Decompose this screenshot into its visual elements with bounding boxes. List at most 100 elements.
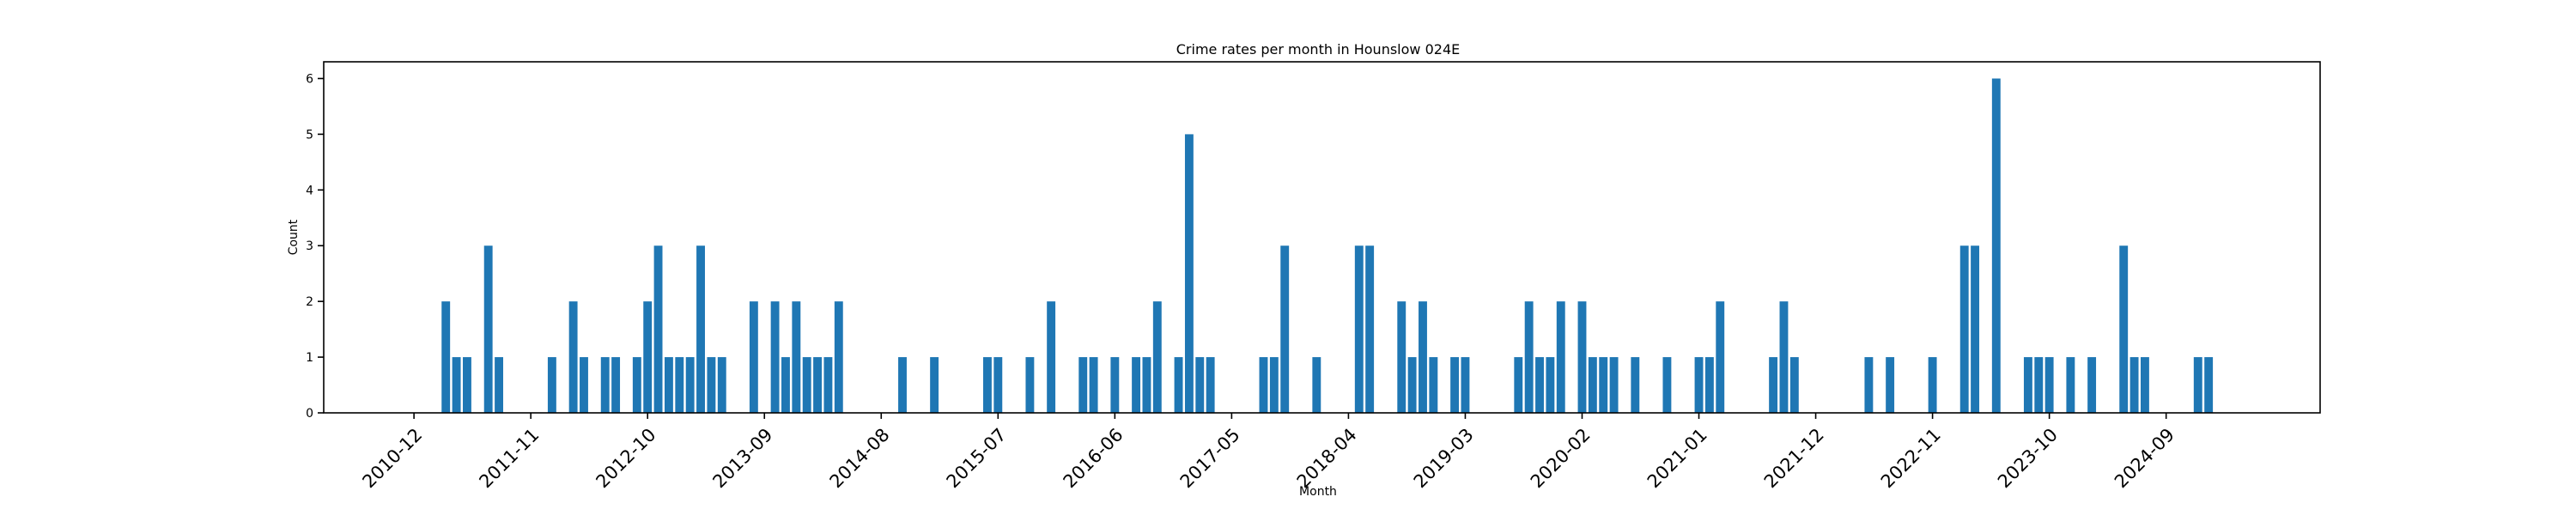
x-tick-label: 2012-10: [592, 424, 659, 492]
bar-32: [1047, 301, 1056, 413]
x-tick-label: 2010-12: [358, 424, 426, 492]
x-tick-label: 2021-12: [1760, 424, 1828, 492]
x-tick-label: 2017-05: [1176, 424, 1244, 492]
bar-23: [802, 357, 811, 413]
x-tick-label: 2024-09: [2111, 424, 2178, 492]
bar-71: [1789, 357, 1799, 413]
bar-8: [600, 357, 610, 413]
bar-31: [1025, 357, 1035, 413]
bar-17: [707, 357, 716, 413]
bar-6: [568, 301, 578, 413]
bar-47: [1354, 245, 1364, 413]
chart-title: Crime rates per month in Hounslow 024E: [1176, 41, 1460, 58]
bar-75: [1959, 245, 1969, 413]
bar-51: [1419, 301, 1427, 413]
y-tick-label: 1: [306, 351, 313, 365]
bar-66: [1694, 357, 1704, 413]
bar-69: [1769, 357, 1778, 413]
x-tick-label: 2015-07: [943, 424, 1011, 492]
x-tick-label: 2023-10: [1994, 424, 2062, 492]
bar-21: [781, 357, 790, 413]
bar-73: [1886, 357, 1895, 413]
bar-76: [1971, 245, 1980, 413]
plot-frame: [323, 61, 2321, 414]
bar-7: [580, 357, 588, 413]
bar-65: [1662, 357, 1672, 413]
bar-33: [1078, 357, 1088, 413]
bar-19: [749, 301, 758, 413]
y-tick-label: 2: [306, 295, 313, 309]
bar-30: [993, 357, 1003, 413]
y-tick-label: 0: [306, 407, 313, 421]
bar-53: [1450, 357, 1460, 413]
bar-82: [2087, 357, 2097, 413]
bar-20: [770, 301, 780, 413]
bar-2: [463, 357, 471, 413]
bar-83: [2119, 245, 2129, 413]
bar-18: [717, 357, 726, 413]
bar-4: [495, 357, 503, 413]
bar-0: [441, 301, 451, 413]
bar-38: [1152, 301, 1162, 413]
bar-80: [2044, 357, 2054, 413]
bar-35: [1110, 357, 1120, 413]
bar-27: [898, 357, 907, 413]
bar-63: [1609, 357, 1619, 413]
bar-25: [823, 357, 833, 413]
bar-26: [834, 301, 843, 413]
bar-79: [2034, 357, 2044, 413]
x-tick-label: 2019-03: [1410, 424, 1478, 492]
bar-64: [1631, 357, 1640, 413]
bar-56: [1524, 301, 1534, 413]
bar-12: [653, 245, 663, 413]
bar-85: [2141, 357, 2149, 413]
y-tick-label: 6: [306, 72, 313, 86]
y-axis-title: Count: [287, 219, 301, 255]
bar-77: [1991, 78, 2001, 413]
x-tick-label: 2014-08: [826, 424, 894, 492]
bar-44: [1269, 357, 1279, 413]
bar-49: [1397, 301, 1406, 413]
bar-41: [1195, 357, 1205, 413]
bar-16: [696, 245, 705, 413]
bar-36: [1132, 357, 1141, 413]
x-axis-title: Month: [1299, 485, 1337, 499]
bar-3: [483, 245, 493, 413]
bar-74: [1928, 357, 1937, 413]
bars-layer: [441, 78, 2214, 413]
bar-40: [1184, 134, 1194, 413]
bar-1: [452, 357, 461, 413]
bar-67: [1704, 357, 1714, 413]
bar-48: [1365, 245, 1375, 413]
bar-13: [664, 357, 673, 413]
bar-72: [1864, 357, 1874, 413]
y-tick-label: 4: [306, 184, 313, 197]
bar-29: [982, 357, 992, 413]
x-tick-label: 2016-06: [1060, 424, 1127, 492]
x-tick-label: 2011-11: [475, 424, 543, 492]
bar-9: [611, 357, 621, 413]
bar-10: [632, 357, 641, 413]
y-tick-label: 3: [306, 239, 313, 253]
bar-52: [1429, 357, 1438, 413]
bar-50: [1407, 357, 1417, 413]
x-tick-label: 2021-01: [1643, 424, 1711, 492]
bar-78: [2023, 357, 2032, 413]
bar-43: [1259, 357, 1268, 413]
bar-57: [1535, 357, 1544, 413]
bar-81: [2066, 357, 2075, 413]
bar-45: [1280, 245, 1290, 413]
x-tick-label: 2013-09: [708, 424, 776, 492]
y-tick-label: 5: [306, 128, 313, 142]
bar-59: [1556, 301, 1565, 413]
bar-39: [1174, 357, 1183, 413]
x-tick-label: 2022-11: [1877, 424, 1945, 492]
bar-24: [813, 357, 823, 413]
bar-54: [1461, 357, 1470, 413]
bar-70: [1779, 301, 1789, 413]
bar-62: [1599, 357, 1608, 413]
bar-11: [643, 301, 653, 413]
bar-60: [1577, 301, 1587, 413]
